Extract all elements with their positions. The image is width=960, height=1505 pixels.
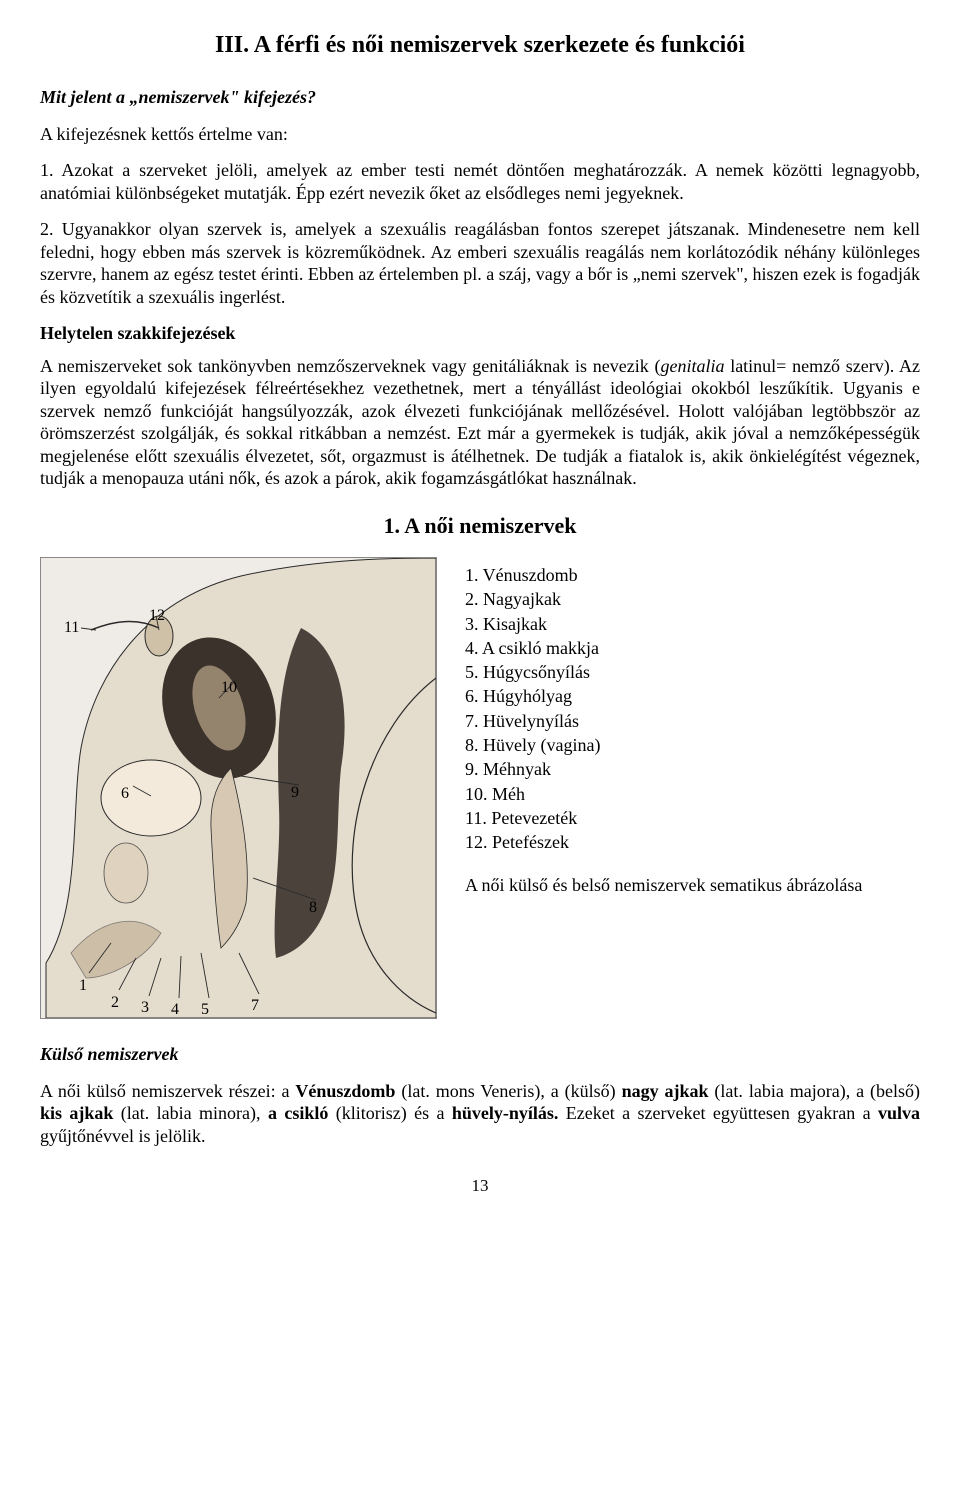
diagram-label: 6 [121,784,129,804]
legend-item: 12. Petefészek [465,830,920,854]
page-number: 13 [40,1175,920,1196]
paragraph-3-italic: genitalia [660,356,724,376]
outer-text: (lat. labia minora), [113,1103,268,1123]
diagram-label: 11 [64,618,79,638]
legend-item: 4. A csikló makkja [465,636,920,660]
legend-item: 9. Méhnyak [465,757,920,781]
diagram-label: 12 [149,606,165,626]
diagram-label: 5 [201,1000,209,1020]
outer-text: (lat. mons Veneris), a (külső) [395,1081,621,1101]
legend-item: 3. Kisajkak [465,612,920,636]
outer-text: Ezeket a szerveket együttesen gyakran a [558,1103,878,1123]
legend-item: 2. Nagyajkak [465,587,920,611]
outer-paragraph: A női külső nemiszervek részei: a Vénusz… [40,1080,920,1148]
outer-bold-venuszdomb: Vénuszdomb [295,1081,395,1101]
diagram-label: 7 [251,996,259,1016]
outer-text: gyűjtőnévvel is jelölik. [40,1126,205,1146]
page-title: III. A férfi és női nemiszervek szerkeze… [40,30,920,60]
legend-caption: A női külső és belső nemiszervek sematik… [465,873,920,897]
paragraph-1: 1. Azokat a szerveket jelöli, amelyek az… [40,159,920,204]
diagram-label: 8 [309,898,317,918]
legend-item: 8. Hüvely (vagina) [465,733,920,757]
outer-text: (klitorisz) és a [328,1103,452,1123]
anatomy-diagram: 111210698123457 [40,557,437,1019]
paragraph-3-pre: A nemiszerveket sok tankönyvben nemzősze… [40,356,660,376]
legend-item: 11. Petevezeték [465,806,920,830]
wrong-terms-heading: Helytelen szakkifejezések [40,322,920,345]
legend: 1. Vénuszdomb2. Nagyajkak3. Kisajkak4. A… [465,557,920,915]
legend-item: 7. Hüvelynyílás [465,709,920,733]
diagram-label: 9 [291,783,299,803]
diagram-label: 1 [79,976,87,996]
diagram-label: 10 [221,678,237,698]
anatomy-svg [41,558,436,1018]
legend-item: 5. Húgycsőnyílás [465,660,920,684]
outer-text: A női külső nemiszervek részei: a [40,1081,295,1101]
legend-item: 1. Vénuszdomb [465,563,920,587]
outer-bold-kisajkak: kis ajkak [40,1103,113,1123]
outer-bold-huvelynyilas: hüvely-nyílás. [452,1103,559,1123]
outer-heading: Külső nemiszervek [40,1043,920,1066]
legend-item: 6. Húgyhólyag [465,684,920,708]
legend-item: 10. Méh [465,782,920,806]
paragraph-2: 2. Ugyanakkor olyan szervek is, amelyek … [40,218,920,308]
figure-row: 111210698123457 1. Vénuszdomb2. Nagyajka… [40,557,920,1019]
intro-line: A kifejezésnek kettős értelme van: [40,123,920,146]
outer-bold-csiklo: a csikló [268,1103,328,1123]
paragraph-3: A nemiszerveket sok tankönyvben nemzősze… [40,355,920,490]
question-subtitle: Mit jelent a „nemiszervek" kifejezés? [40,86,920,109]
outer-bold-vulva: vulva [878,1103,920,1123]
diagram-label: 2 [111,993,119,1013]
outer-bold-nagyajkak: nagy ajkak [622,1081,709,1101]
diagram-label: 4 [171,1000,179,1020]
section-1-title: 1. A női nemiszervek [40,512,920,540]
outer-text: (lat. labia majora), a (belső) [709,1081,920,1101]
diagram-label: 3 [141,998,149,1018]
